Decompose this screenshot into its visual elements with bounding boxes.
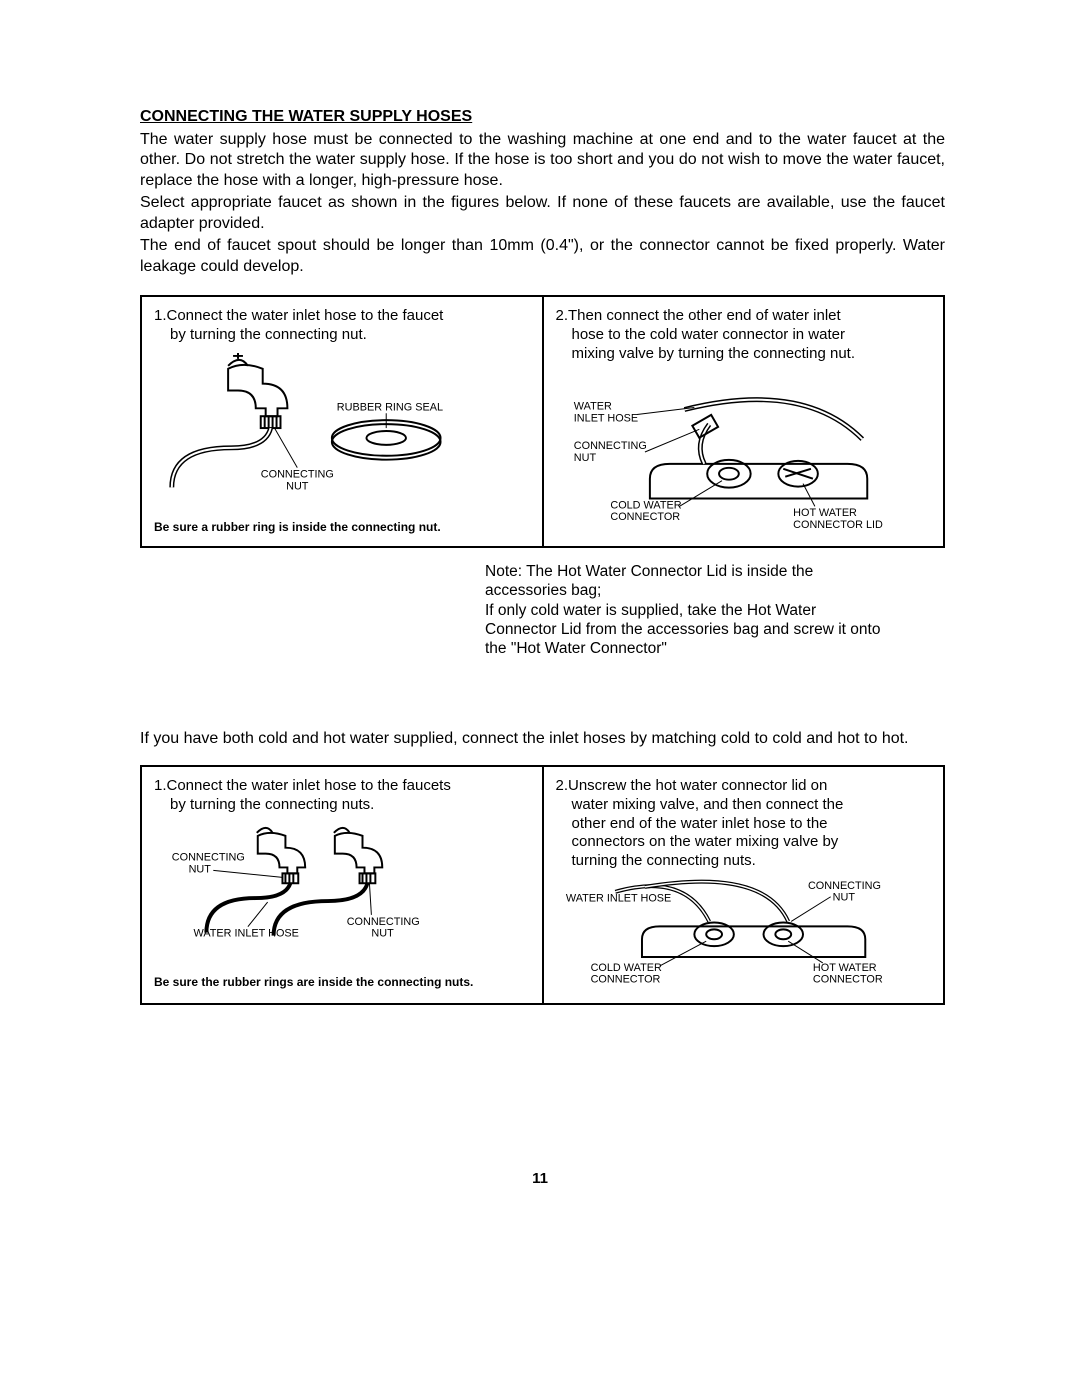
valve-two-hoses-diagram-icon: WATER INLET HOSE CONNECTING NUT COLD WAT…: [556, 877, 932, 986]
cold-connector-label: CONNECTOR: [610, 511, 680, 523]
step-1-line1: 1.Connect the water inlet hose to the fa…: [154, 307, 443, 324]
note-line-2: If only cold water is supplied, take the…: [485, 601, 885, 659]
nut-label-5: NUT: [832, 892, 855, 904]
nut-label-4: NUT: [371, 927, 394, 939]
diagram-1-cell-2: 2.Then connect the other end of water in…: [544, 297, 944, 546]
cold-water-label: COLD WATER: [610, 499, 681, 511]
hot-water-label: HOT WATER: [793, 507, 857, 519]
note-line-1: Note: The Hot Water Connector Lid is ins…: [485, 562, 885, 601]
step-4-line3: other end of the water inlet hose to the: [556, 815, 932, 834]
water-inlet-hose-label-2: WATER INLET HOSE: [565, 893, 670, 905]
step-2-line1: 2.Then connect the other end of water in…: [556, 307, 841, 324]
diagram-1-cell-1: 1.Connect the water inlet hose to the fa…: [142, 297, 544, 546]
faucet-diagram-icon: RUBBER RING SEAL CONNECTING NUT: [154, 351, 530, 509]
section-title: CONNECTING THE WATER SUPPLY HOSES: [140, 108, 945, 126]
step-3-line1: 1.Connect the water inlet hose to the fa…: [154, 777, 451, 794]
connecting-label-5: CONNECTING: [807, 880, 880, 892]
step-4-line2: water mixing valve, and then connect the: [556, 796, 932, 815]
nut-label-1: NUT: [286, 480, 309, 492]
step-4-line1: 2.Unscrew the hot water connector lid on: [556, 777, 828, 794]
connecting-label-3: CONNECTING: [172, 851, 245, 863]
cold-water-label-2: COLD WATER: [590, 962, 661, 974]
valve-diagram-icon: WATER INLET HOSE CONNECTING NUT COLD WAT…: [556, 370, 932, 528]
step-4-line5: turning the connecting nuts.: [556, 852, 932, 871]
hot-connector-lid-label: CONNECTOR LID: [793, 519, 883, 528]
mid-paragraph: If you have both cold and hot water supp…: [140, 729, 945, 749]
step-2-line2: hose to the cold water connector in wate…: [556, 326, 932, 345]
diagram-2-cell-2: 2.Unscrew the hot water connector lid on…: [544, 767, 944, 1003]
nut-label-2: NUT: [573, 451, 596, 463]
inlet-hose-label: INLET HOSE: [573, 412, 637, 424]
connecting-label-1: CONNECTING: [261, 468, 334, 480]
hot-water-label-2: HOT WATER: [812, 962, 876, 974]
step-3-line2: by turning the connecting nuts.: [154, 796, 530, 815]
step-4-line4: connectors on the water mixing valve by: [556, 833, 932, 852]
water-inlet-hose-label: WATER INLET HOSE: [194, 927, 299, 939]
step-2-line3: mixing valve by turning the connecting n…: [556, 345, 932, 364]
diagram-box-1: 1.Connect the water inlet hose to the fa…: [140, 295, 945, 548]
step-2-text: 2.Then connect the other end of water in…: [556, 307, 932, 363]
intro-paragraph-1: The water supply hose must be connected …: [140, 130, 945, 191]
diagram-box-2: 1.Connect the water inlet hose to the fa…: [140, 765, 945, 1005]
rubber-ring-label: RUBBER RING SEAL: [337, 401, 443, 413]
caption-1: Be sure a rubber ring is inside the conn…: [154, 520, 530, 534]
caption-2: Be sure the rubber rings are inside the …: [154, 975, 530, 989]
step-4-text: 2.Unscrew the hot water connector lid on…: [556, 777, 932, 871]
intro-paragraph-3: The end of faucet spout should be longer…: [140, 236, 945, 277]
connecting-label-2: CONNECTING: [573, 440, 646, 452]
water-label: WATER: [573, 400, 611, 412]
step-1-line2: by turning the connecting nut.: [154, 326, 530, 345]
hot-connector-label-2: CONNECTOR: [812, 974, 882, 986]
diagram-2-cell-1: 1.Connect the water inlet hose to the fa…: [142, 767, 544, 1003]
two-faucets-diagram-icon: CONNECTING NUT CONNECTING NUT WATER INLE…: [154, 821, 530, 964]
step-1-text: 1.Connect the water inlet hose to the fa…: [154, 307, 530, 345]
note-block: Note: The Hot Water Connector Lid is ins…: [485, 562, 885, 659]
connecting-label-4: CONNECTING: [347, 915, 420, 927]
intro-paragraph-2: Select appropriate faucet as shown in th…: [140, 193, 945, 234]
cold-connector-label-2: CONNECTOR: [590, 974, 660, 986]
page-number: 11: [0, 1170, 1080, 1187]
step-3-text: 1.Connect the water inlet hose to the fa…: [154, 777, 530, 815]
nut-label-3: NUT: [189, 863, 212, 875]
